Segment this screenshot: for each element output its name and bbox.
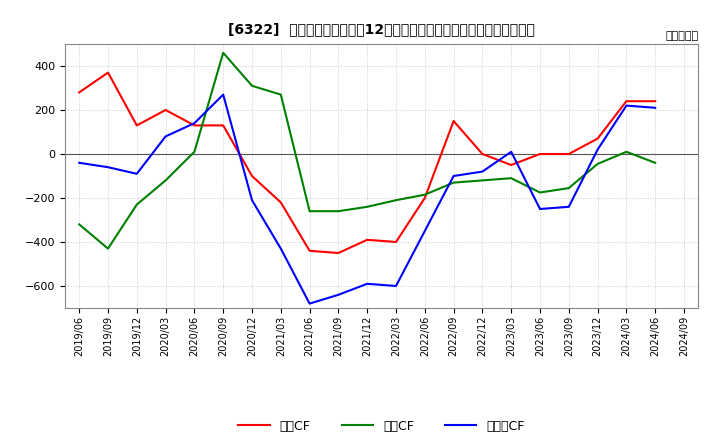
投資CF bbox=[219, 50, 228, 55]
投資CF bbox=[190, 149, 199, 154]
投資CF bbox=[622, 149, 631, 154]
営業CF bbox=[622, 99, 631, 104]
フリーCF bbox=[248, 198, 256, 203]
フリーCF bbox=[478, 169, 487, 174]
投資CF bbox=[161, 178, 170, 183]
フリーCF bbox=[276, 246, 285, 251]
フリーCF bbox=[536, 206, 544, 212]
フリーCF bbox=[622, 103, 631, 108]
フリーCF bbox=[392, 283, 400, 289]
投資CF bbox=[305, 209, 314, 214]
営業CF bbox=[276, 200, 285, 205]
営業CF bbox=[363, 237, 372, 242]
投資CF bbox=[449, 180, 458, 185]
フリーCF bbox=[132, 171, 141, 176]
営業CF bbox=[593, 136, 602, 141]
投資CF bbox=[507, 176, 516, 181]
フリーCF bbox=[334, 292, 343, 297]
フリーCF bbox=[449, 173, 458, 179]
投資CF bbox=[651, 160, 660, 165]
Line: 投資CF: 投資CF bbox=[79, 53, 655, 249]
投資CF bbox=[392, 198, 400, 203]
営業CF bbox=[536, 151, 544, 157]
投資CF bbox=[420, 192, 429, 197]
営業CF bbox=[449, 118, 458, 124]
営業CF bbox=[564, 151, 573, 157]
投資CF bbox=[104, 246, 112, 251]
投資CF bbox=[478, 178, 487, 183]
営業CF bbox=[392, 239, 400, 245]
フリーCF bbox=[305, 301, 314, 306]
投資CF bbox=[593, 161, 602, 166]
フリーCF bbox=[363, 281, 372, 286]
営業CF bbox=[161, 107, 170, 113]
フリーCF bbox=[420, 228, 429, 234]
営業CF bbox=[219, 123, 228, 128]
営業CF bbox=[75, 90, 84, 95]
投資CF bbox=[564, 186, 573, 191]
投資CF bbox=[334, 209, 343, 214]
投資CF bbox=[75, 222, 84, 227]
Line: 営業CF: 営業CF bbox=[79, 73, 655, 253]
投資CF bbox=[363, 204, 372, 209]
投資CF bbox=[248, 83, 256, 88]
投資CF bbox=[276, 92, 285, 97]
Legend: 営業CF, 投資CF, フリーCF: 営業CF, 投資CF, フリーCF bbox=[233, 414, 530, 437]
フリーCF bbox=[190, 121, 199, 126]
営業CF bbox=[507, 162, 516, 168]
Line: フリーCF: フリーCF bbox=[79, 95, 655, 304]
投資CF bbox=[536, 190, 544, 195]
営業CF bbox=[190, 123, 199, 128]
営業CF bbox=[334, 250, 343, 256]
営業CF bbox=[420, 195, 429, 201]
フリーCF bbox=[651, 105, 660, 110]
Text: （百万円）: （百万円） bbox=[665, 31, 698, 41]
フリーCF bbox=[104, 165, 112, 170]
Title: [6322]  キャッシュフローの12か月移動合計の対前年同期増減額の推移: [6322] キャッシュフローの12か月移動合計の対前年同期増減額の推移 bbox=[228, 22, 535, 36]
営業CF bbox=[104, 70, 112, 75]
営業CF bbox=[478, 151, 487, 157]
営業CF bbox=[305, 248, 314, 253]
フリーCF bbox=[161, 134, 170, 139]
フリーCF bbox=[564, 204, 573, 209]
フリーCF bbox=[75, 160, 84, 165]
営業CF bbox=[132, 123, 141, 128]
営業CF bbox=[248, 173, 256, 179]
フリーCF bbox=[219, 92, 228, 97]
フリーCF bbox=[507, 149, 516, 154]
営業CF bbox=[651, 99, 660, 104]
投資CF bbox=[132, 202, 141, 207]
フリーCF bbox=[593, 147, 602, 152]
